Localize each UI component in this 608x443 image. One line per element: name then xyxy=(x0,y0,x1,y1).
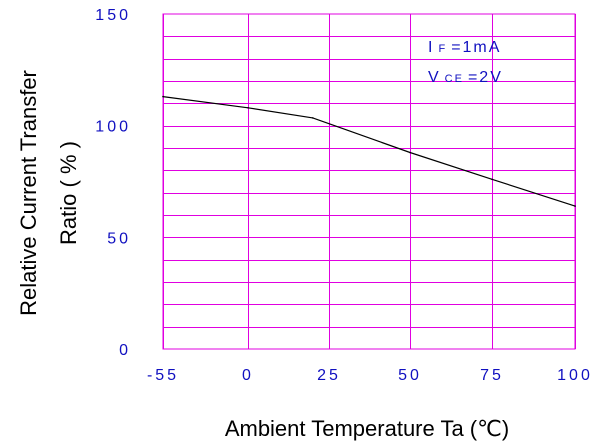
data-point xyxy=(574,205,576,207)
y-tick-label: 150 xyxy=(95,7,131,24)
x-axis-ticks: -55 0 25 50 75 100 xyxy=(147,367,593,384)
y-axis-ticks: 0 50 100 150 xyxy=(95,7,131,359)
y-tick-label: 0 xyxy=(119,342,131,359)
x-tick-label: 0 xyxy=(242,367,254,384)
annotation-value: =1mA xyxy=(451,39,501,56)
x-tick-label: 50 xyxy=(398,367,422,384)
x-tick-label: 75 xyxy=(480,367,504,384)
y-axis-title-line-2: Ratio ( % ) xyxy=(56,141,81,245)
y-tick-label: 50 xyxy=(107,230,131,247)
grid xyxy=(162,13,576,350)
data-point xyxy=(409,151,411,154)
x-tick-label: -55 xyxy=(147,367,179,384)
data-point xyxy=(491,178,493,181)
data-point xyxy=(162,95,164,98)
data-point xyxy=(312,117,314,119)
y-axis-title: Relative Current Transfer Ratio ( % ) xyxy=(16,70,81,316)
annotation-symbol: I xyxy=(428,39,434,56)
annotation-value: =2V xyxy=(468,69,503,86)
plot-frame xyxy=(162,13,576,350)
y-tick-label: 100 xyxy=(95,119,131,136)
annotation-subscript: CE xyxy=(445,73,464,85)
annotation-line: V CE =2V xyxy=(428,69,503,86)
annotation-line: I F =1mA xyxy=(428,39,501,56)
annotation-symbol: V xyxy=(428,69,441,86)
y-axis-title-line-1: Relative Current Transfer xyxy=(16,70,41,316)
x-tick-label: 100 xyxy=(557,367,593,384)
x-tick-label: 25 xyxy=(317,367,341,384)
x-axis-title: Ambient Temperature Ta (℃) xyxy=(225,416,509,441)
series-line xyxy=(162,96,576,207)
data-point xyxy=(247,107,249,109)
condition-annotation: I F =1mA V CE =2V xyxy=(428,39,503,86)
series-layer xyxy=(162,95,576,207)
annotation-subscript: F xyxy=(438,43,447,55)
